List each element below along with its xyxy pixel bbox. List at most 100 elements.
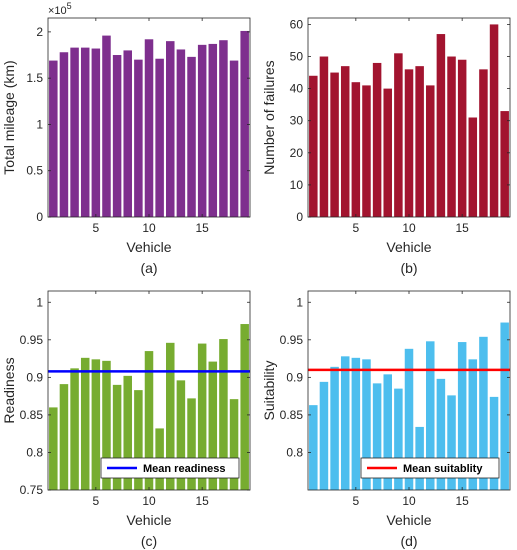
bar-d-4 (340, 356, 350, 490)
x-axis-label-d: Vehicle (386, 512, 431, 528)
y-axis-label-d: Suitability (261, 361, 277, 421)
x-tick-label-c: 10 (142, 494, 156, 508)
bar-c-19 (240, 324, 249, 490)
bar-d-8 (383, 374, 392, 490)
bar-b-13 (436, 34, 446, 217)
bar-a-5 (91, 48, 101, 217)
bar-c-6 (102, 360, 111, 490)
panel-b: 5 10 15 0 10 20 30 40 50 60 Vehicle Number of failu… (261, 17, 511, 276)
bar-d-6 (362, 359, 371, 490)
y-tick-label-c: 0.9 (26, 370, 43, 384)
bar-c-13 (176, 380, 186, 490)
y-tick-label-a: 0 (36, 210, 43, 224)
bar-b-3 (330, 72, 339, 217)
bar-b-14 (447, 56, 456, 217)
x-tick-label-d: 5 (352, 494, 359, 508)
y-axis-label-c: Readiness (1, 357, 17, 423)
x-tick-label-b: 10 (402, 221, 416, 235)
bar-d-13 (436, 378, 446, 490)
bar-b-8 (383, 88, 392, 217)
bar-c-12 (166, 342, 175, 490)
bar-b-18 (489, 24, 499, 218)
bar-a-13 (176, 49, 186, 217)
x-tick-label-b: 5 (352, 221, 359, 235)
legend-label-d: Mean suitablity (403, 463, 483, 475)
bar-a-9 (134, 59, 143, 218)
x-tick-label-a: 5 (92, 221, 99, 235)
bar-d-17 (479, 336, 488, 490)
bar-d-15 (457, 342, 467, 490)
bar-a-12 (166, 41, 175, 217)
bar-a-10 (144, 39, 154, 217)
legend-d: Mean suitablity (360, 457, 500, 479)
y-tick-label-d: 0.85 (280, 408, 304, 422)
legend-label-c: Mean readiness (143, 463, 226, 475)
bar-d-7 (372, 383, 382, 490)
y-tick-label-b: 60 (290, 17, 304, 31)
x-axis-label-c: Vehicle (126, 512, 171, 528)
bar-b-12 (426, 85, 435, 218)
y-exponent-power: 5 (67, 1, 72, 11)
y-tick-label-c: 0.95 (20, 333, 44, 347)
bar-d-5 (351, 357, 361, 490)
bar-d-9 (394, 388, 403, 490)
bar-a-1 (49, 60, 58, 217)
bar-c-15 (197, 343, 207, 490)
x-tick-label-b: 15 (455, 221, 469, 235)
bar-d-3 (330, 366, 339, 490)
bar-d-2 (319, 381, 329, 490)
legend-c: Mean readiness (100, 457, 240, 479)
bar-a-11 (155, 58, 164, 218)
bar-c-9 (134, 390, 143, 490)
bar-b-6 (362, 85, 371, 218)
bar-c-18 (229, 399, 239, 490)
y-tick-label-c: 0.8 (26, 445, 43, 459)
bar-a-4 (80, 47, 90, 218)
y-tick-label-b: 30 (290, 114, 304, 128)
bar-c-10 (144, 351, 154, 490)
bar-d-16 (468, 359, 478, 490)
panel-caption-c: (c) (141, 533, 157, 549)
y-tick-label-d: 1 (296, 295, 303, 309)
panel-caption-a: (a) (140, 260, 157, 276)
bar-b-11 (415, 66, 424, 218)
bar-c-8 (123, 375, 132, 490)
bar-d-10 (404, 348, 414, 490)
bar-b-1 (309, 75, 318, 218)
bar-c-5 (91, 359, 101, 490)
bar-c-16 (208, 361, 218, 490)
y-tick-label-a: 1 (36, 117, 43, 131)
x-axis-label-a: Vehicle (126, 239, 171, 255)
y-tick-label-b: 40 (290, 82, 304, 96)
bar-c-2 (59, 384, 69, 490)
bar-a-3 (70, 47, 79, 218)
y-axis-label-a: Total mileage (km) (1, 60, 17, 174)
bar-a-17 (219, 40, 228, 218)
x-tick-label-c: 15 (195, 494, 209, 508)
bar-b-17 (479, 69, 488, 217)
bar-b-19 (500, 111, 509, 217)
y-tick-label-a: 1.5 (26, 71, 43, 85)
panel-caption-d: (d) (400, 533, 417, 549)
bar-c-17 (219, 339, 228, 490)
panel-d: 5 10 15 0.8 0.85 0.9 0.95 1 Vehicle Suitability (d… (261, 290, 511, 549)
x-tick-label-a: 15 (195, 221, 209, 235)
bar-b-2 (319, 56, 329, 217)
x-tick-label-c: 5 (92, 494, 99, 508)
bar-b-7 (372, 62, 382, 217)
panel-caption-b: (b) (400, 260, 417, 276)
bar-a-6 (102, 35, 111, 218)
bar-a-7 (112, 55, 122, 217)
bar-a-16 (208, 43, 218, 217)
y-exponent-label-a: ×105 (48, 1, 72, 17)
y-tick-label-d: 0.8 (286, 445, 303, 459)
bar-b-16 (468, 117, 478, 217)
bar-b-5 (351, 82, 361, 217)
bar-b-10 (404, 69, 414, 217)
bar-d-1 (309, 405, 318, 490)
x-axis-label-b: Vehicle (386, 239, 431, 255)
y-tick-label-a: 2 (36, 25, 43, 39)
y-tick-label-a: 0.5 (26, 164, 43, 178)
bar-b-9 (394, 53, 403, 218)
